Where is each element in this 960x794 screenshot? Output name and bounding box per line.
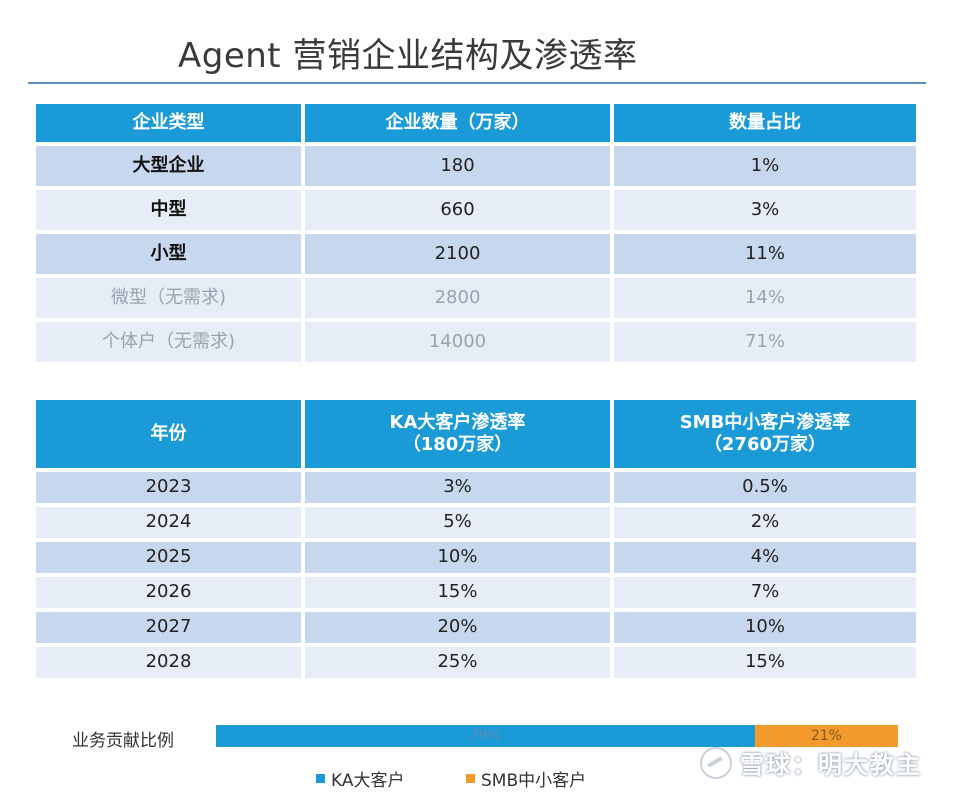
header-smb-rate-subtitle: （2760万家） [703,434,827,455]
snowball-logo-icon [700,746,732,779]
header-ka-rate-subtitle: （180万家） [402,434,513,455]
table-header-row: 企业类型 企业数量（万家） 数量占比 [36,104,916,142]
header-year: 年份 [36,400,301,468]
enterprise-count-cell: 2800 [305,278,610,318]
smb-rate-cell: 2% [614,507,916,538]
header-ka-rate: KA大客户渗透率 （180万家） [305,400,610,468]
year-cell: 2023 [36,472,301,503]
enterprise-type-cell: 小型 [36,234,301,274]
smb-rate-cell: 15% [614,647,916,678]
table-row: 2023 3% 0.5% [36,472,916,503]
table-row: 小型 2100 11% [36,234,916,274]
table-header-row: 年份 KA大客户渗透率 （180万家） SMB中小客户渗透率 （2760万家） [36,400,916,468]
year-cell: 2026 [36,577,301,608]
enterprise-type-cell: 大型企业 [36,146,301,186]
count-share-cell: 11% [614,234,916,274]
enterprise-count-cell: 2100 [305,234,610,274]
count-share-cell: 1% [614,146,916,186]
enterprise-count-cell: 660 [305,190,610,230]
contribution-smb-label: 21% [810,728,842,744]
table-row: 2025 10% 4% [36,542,916,573]
enterprise-type-cell: 中型 [36,190,301,230]
legend-swatch-ka [316,774,325,783]
count-share-cell: 71% [614,322,916,362]
enterprise-count-cell: 180 [305,146,610,186]
contribution-bar: 79% 21% [216,725,898,747]
year-cell: 2024 [36,507,301,538]
count-share-cell: 3% [614,190,916,230]
legend-swatch-smb [466,774,475,783]
ka-rate-cell: 10% [305,542,610,573]
ka-rate-cell: 20% [305,612,610,643]
table-row: 微型（无需求) 2800 14% [36,278,916,318]
year-cell: 2027 [36,612,301,643]
legend-label-ka: KA大客户 [331,771,405,791]
enterprise-count-cell: 14000 [305,322,610,362]
smb-rate-cell: 4% [614,542,916,573]
enterprise-type-cell: 微型（无需求) [36,278,301,318]
ka-rate-cell: 15% [305,577,610,608]
contribution-ka-label: 79% [469,728,501,744]
enterprise-structure-table: 企业类型 企业数量（万家） 数量占比 大型企业 180 1% 中型 660 3%… [36,104,916,366]
penetration-rate-table: 年份 KA大客户渗透率 （180万家） SMB中小客户渗透率 （2760万家） … [36,400,916,682]
table-row: 2024 5% 2% [36,507,916,538]
table-row: 个体户（无需求) 14000 71% [36,322,916,362]
table-row: 2026 15% 7% [36,577,916,608]
year-cell: 2028 [36,647,301,678]
header-smb-rate: SMB中小客户渗透率 （2760万家） [614,400,916,468]
legend-label-smb: SMB中小客户 [481,771,587,791]
page-title: Agent 营销企业结构及渗透率 [178,36,638,76]
smb-rate-cell: 0.5% [614,472,916,503]
ka-rate-cell: 3% [305,472,610,503]
header-enterprise-type: 企业类型 [36,104,301,142]
count-share-cell: 14% [614,278,916,318]
table-row: 2028 25% 15% [36,647,916,678]
table-row: 中型 660 3% [36,190,916,230]
watermark: 雪球：明大教主 [700,745,922,780]
contribution-label: 业务贡献比例 [72,731,174,751]
table-row: 大型企业 180 1% [36,146,916,186]
ka-rate-cell: 5% [305,507,610,538]
table-row: 2027 20% 10% [36,612,916,643]
header-ka-rate-title: KA大客户渗透率 [389,411,526,433]
contribution-segment-ka: 79% [216,725,755,747]
smb-rate-cell: 10% [614,612,916,643]
contribution-segment-smb: 21% [754,725,898,747]
legend-item-ka: KA大客户 [316,766,404,791]
legend-item-smb: SMB中小客户 [466,766,586,791]
smb-rate-cell: 7% [614,577,916,608]
header-count-share: 数量占比 [614,104,916,142]
year-cell: 2025 [36,542,301,573]
header-year-label: 年份 [150,422,187,444]
watermark-text: 雪球：明大教主 [740,751,922,779]
header-enterprise-count: 企业数量（万家） [305,104,610,142]
title-divider [28,82,926,84]
header-smb-rate-title: SMB中小客户渗透率 [679,411,851,433]
ka-rate-cell: 25% [305,647,610,678]
enterprise-type-cell: 个体户（无需求) [36,322,301,362]
